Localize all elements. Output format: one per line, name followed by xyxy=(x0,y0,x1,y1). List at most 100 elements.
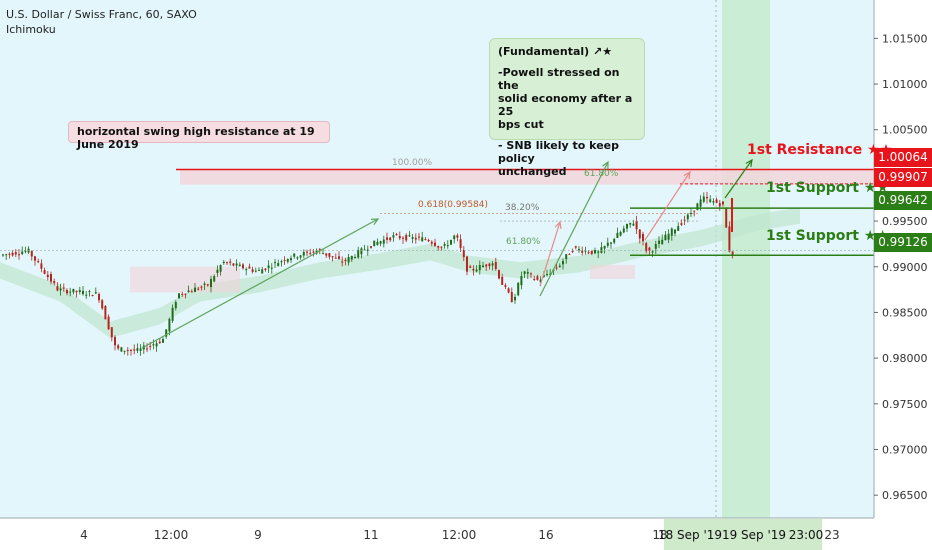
candle-body xyxy=(254,270,257,272)
candle-body xyxy=(34,256,36,261)
candle-body xyxy=(674,229,676,234)
candle-body xyxy=(286,259,289,262)
candle-body xyxy=(437,246,440,248)
candle-body xyxy=(258,269,260,271)
candle-body xyxy=(370,246,372,248)
candle-body xyxy=(421,237,424,242)
time-highlight-band xyxy=(722,0,770,518)
candle-body xyxy=(526,272,529,274)
resistance-label: 1st Resistance ★★ xyxy=(747,142,893,158)
candle-body xyxy=(283,260,286,262)
candle-body xyxy=(498,270,500,279)
candle-body xyxy=(462,249,465,258)
candle-body xyxy=(549,273,552,275)
candle-body xyxy=(645,243,648,252)
candle-body xyxy=(670,228,673,236)
candles xyxy=(2,191,734,356)
price-tick-label: 0.99000 xyxy=(882,261,928,274)
candle-body xyxy=(203,283,206,285)
candle-body xyxy=(146,348,148,350)
candle-body xyxy=(59,288,62,291)
time-tick-label: 23:00 xyxy=(789,528,824,542)
candle-body xyxy=(658,240,660,244)
candle-body xyxy=(453,235,456,240)
time-tick-label: 18 Sep '19 xyxy=(658,528,722,542)
candle-body xyxy=(50,274,52,282)
candle-body xyxy=(85,294,88,296)
fib-382-label: 38.20% xyxy=(505,203,540,213)
candle-body xyxy=(562,260,564,265)
candle-body xyxy=(395,234,398,236)
candle-body xyxy=(619,232,622,236)
candle-body xyxy=(302,251,305,256)
candle-body xyxy=(194,287,196,292)
candle-body xyxy=(414,237,417,240)
candle-body xyxy=(712,201,715,203)
candle-body xyxy=(344,259,347,262)
candle-body xyxy=(459,239,462,249)
candle-body xyxy=(222,261,225,264)
trend-arrow-main-head xyxy=(370,218,380,226)
candle-body xyxy=(427,239,430,242)
candle-body xyxy=(350,256,353,260)
candle-body xyxy=(107,316,110,330)
candle-body xyxy=(424,239,427,241)
candle-body xyxy=(718,203,721,207)
candle-body xyxy=(574,246,577,248)
candle-body xyxy=(8,253,11,255)
candle-body xyxy=(613,238,616,243)
candle-body xyxy=(11,252,14,256)
support1-price-badge: 0.99642 xyxy=(874,191,932,210)
candle-body xyxy=(101,300,104,309)
candle-body xyxy=(328,253,331,257)
candle-body xyxy=(520,276,523,286)
candle-body xyxy=(24,250,27,252)
candle-body xyxy=(53,281,56,284)
ichimoku-cloud-bearish-2 xyxy=(590,264,635,279)
candle-body xyxy=(584,250,587,252)
candle-body xyxy=(597,251,600,253)
candle-body xyxy=(210,278,212,288)
candle-body xyxy=(341,261,344,263)
correction-arrow-2 xyxy=(644,171,691,241)
candle-body xyxy=(62,287,65,289)
support1-label: 1st Support ★★ xyxy=(766,180,889,196)
candle-body xyxy=(648,247,651,252)
candle-body xyxy=(235,263,238,266)
resistance-price-badge: 1.00064 xyxy=(874,148,932,167)
candle-body xyxy=(299,255,302,258)
fundamental-line-3: bps cut xyxy=(498,118,544,131)
candle-body xyxy=(357,250,360,258)
candle-body xyxy=(242,264,244,269)
candle-body xyxy=(472,268,475,271)
candle-body xyxy=(418,236,420,238)
candle-body xyxy=(376,241,379,245)
candle-body xyxy=(14,252,17,255)
candle-body xyxy=(571,251,574,253)
candle-body xyxy=(331,256,334,258)
candle-body xyxy=(126,350,129,352)
candle-body xyxy=(334,257,337,259)
candle-body xyxy=(178,293,180,299)
candle-body xyxy=(261,269,264,274)
candle-body xyxy=(46,274,49,277)
candle-body xyxy=(216,269,219,273)
time-tick-label: 18 xyxy=(652,528,667,542)
candle-body xyxy=(635,221,638,230)
candle-body xyxy=(434,242,436,246)
fundamental-line-1: -Powell stressed on the xyxy=(498,66,620,92)
fib-618-top-label: 61.80% xyxy=(584,169,619,179)
candle-body xyxy=(514,296,516,301)
candle-body xyxy=(693,210,696,212)
candle-body xyxy=(446,245,449,247)
candle-body xyxy=(98,293,100,301)
candle-body xyxy=(88,291,91,293)
candle-body xyxy=(667,233,670,240)
candle-body xyxy=(238,264,241,267)
fundamental-line-2: solid economy after a 25 xyxy=(498,92,633,118)
candle-body xyxy=(206,284,209,286)
candle-body xyxy=(171,307,174,321)
candle-body xyxy=(120,347,123,352)
candle-body xyxy=(30,251,33,257)
